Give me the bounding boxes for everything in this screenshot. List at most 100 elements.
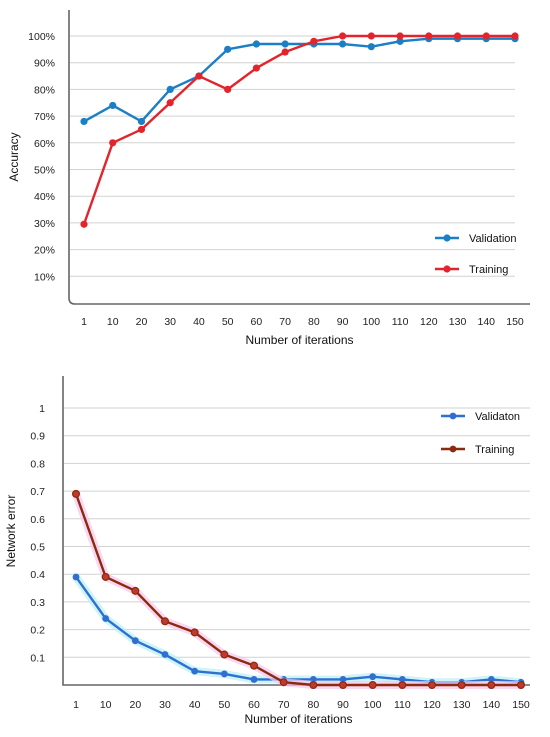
x-tick-label: 150 (512, 699, 530, 711)
legend-marker (443, 234, 451, 242)
data-point (109, 139, 117, 147)
legend-label: Training (475, 444, 514, 456)
y-tick-label: 60% (34, 138, 55, 150)
data-point (252, 40, 260, 48)
x-tick-label: 1 (81, 316, 87, 328)
x-axis-title: Number of iterations (244, 712, 352, 726)
data-point (339, 32, 347, 40)
network-error-chart: 0.10.20.30.40.50.60.70.80.911 10 20 30 40 50 6… (4, 376, 530, 726)
y-tick-label: 80% (34, 84, 55, 96)
data-point (109, 101, 117, 110)
series-line (74, 493, 521, 687)
x-tick-label: 110 (394, 699, 411, 711)
x-tick-label: 150 (506, 316, 524, 328)
data-point (72, 573, 80, 581)
legend-label: Validaton (475, 411, 520, 423)
data-point (396, 37, 404, 45)
x-tick-label: 60 (251, 316, 263, 328)
data-point (252, 64, 260, 72)
y-tick-label: 70% (34, 111, 55, 123)
y-tick-label: 100% (28, 31, 55, 43)
y-tick-label: 0.8 (30, 458, 45, 470)
x-tick-label: 140 (478, 316, 496, 328)
y-tick-label: 0.3 (30, 597, 45, 609)
x-tick-label: 80 (307, 699, 319, 711)
data-point (396, 32, 404, 40)
x-tick-label: 120 (423, 699, 441, 711)
legend-marker (443, 265, 451, 273)
x-tick-label: 1 (73, 699, 79, 711)
axis-lines (68, 10, 530, 305)
x-tick-label: 120 (420, 316, 438, 328)
y-tick-label: 0.1 (30, 652, 45, 664)
x-tick-label: 70 (279, 316, 291, 328)
legend-marker (449, 412, 457, 420)
y-tick-label: 0.4 (30, 569, 45, 581)
y-tick-label: 0.6 (30, 514, 45, 526)
data-point (281, 40, 289, 48)
y-tick-label: 0.5 (30, 542, 45, 554)
data-point (137, 125, 146, 134)
x-tick-label: 50 (218, 699, 230, 711)
x-tick-label: 10 (107, 316, 119, 328)
x-tick-label: 100 (363, 316, 381, 328)
y-tick-label: 0.9 (30, 431, 45, 443)
x-tick-label: 30 (159, 699, 171, 711)
y-tick-label: 1 (39, 403, 45, 415)
x-tick-label: 60 (248, 699, 260, 711)
data-point (281, 48, 289, 56)
x-tick-label: 10 (100, 699, 112, 711)
data-point (137, 117, 146, 126)
y-tick-label: 50% (34, 165, 55, 177)
x-tick-label: 40 (189, 699, 201, 711)
data-point (220, 670, 228, 678)
data-point (309, 680, 318, 689)
legend-marker (449, 445, 457, 453)
x-tick-label: 140 (483, 699, 501, 711)
data-point (487, 680, 496, 689)
data-point (279, 678, 288, 687)
data-point (80, 220, 88, 228)
y-axis-title: Network error (4, 495, 18, 568)
data-point (367, 32, 375, 40)
data-point (250, 661, 259, 670)
data-point (339, 680, 348, 689)
x-tick-label: 30 (164, 316, 176, 328)
x-tick-label: 50 (222, 316, 234, 328)
data-point (166, 85, 174, 93)
data-point (339, 40, 347, 48)
y-tick-label: 0.2 (30, 625, 45, 637)
data-point (161, 651, 169, 658)
y-tick-label: 0.7 (30, 486, 45, 498)
data-point (310, 37, 318, 45)
x-tick-label: 130 (453, 699, 471, 711)
x-tick-label: 80 (308, 316, 320, 328)
data-point (71, 489, 80, 498)
data-point (131, 637, 139, 645)
x-tick-label: 100 (364, 699, 382, 711)
y-tick-label: 30% (34, 218, 55, 230)
x-tick-label: 20 (136, 316, 148, 328)
x-tick-label: 90 (337, 316, 349, 328)
x-tick-label: 20 (129, 699, 141, 711)
data-point (166, 99, 174, 107)
data-point (398, 680, 407, 689)
x-tick-label: 130 (449, 316, 467, 328)
data-point (457, 680, 466, 689)
x-tick-label: 90 (337, 699, 349, 711)
series-glow (72, 492, 521, 689)
series-line (83, 37, 515, 123)
y-tick-label: 10% (34, 271, 55, 283)
data-point (511, 32, 519, 40)
legend-label: Validation (469, 233, 517, 245)
data-point (101, 572, 110, 581)
data-point (425, 32, 433, 40)
data-point (224, 45, 232, 53)
data-point (220, 650, 229, 659)
y-tick-label: 40% (34, 191, 55, 203)
data-point (516, 680, 525, 689)
data-point (190, 628, 199, 637)
legend-label: Training (469, 264, 508, 276)
data-point (428, 680, 437, 689)
